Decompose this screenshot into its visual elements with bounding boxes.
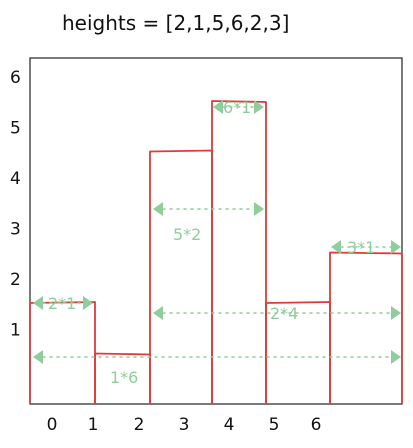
y-tick-label: 6 [10, 68, 21, 88]
x-tick-label: 0 [47, 415, 58, 435]
arrow-head-right-icon [254, 202, 264, 216]
annotation-label: 5*2 [173, 225, 201, 244]
annotation-label: 3*1 [347, 238, 375, 257]
arrow-head-left-icon [213, 100, 223, 114]
y-tick-label: 1 [10, 321, 21, 341]
annotation-label: 1*6 [110, 368, 138, 387]
area-annotations: 2*1 1*6 5*2 6*1 2*4 3*1 [33, 98, 401, 387]
arrow-head-left-icon [153, 306, 163, 320]
bars [29, 100, 403, 404]
x-tick-label: 2 [134, 415, 145, 435]
y-tick-label: 2 [10, 270, 21, 290]
arrow-head-right-icon [391, 350, 401, 364]
annotation-label: 2*1 [48, 294, 76, 313]
arrow-head-left-icon [33, 350, 43, 364]
annotation-label: 2*4 [270, 304, 298, 323]
y-tick-label: 4 [10, 169, 21, 189]
bar [211, 100, 267, 404]
arrow-head-left-icon [153, 202, 163, 216]
y-tick-label: 3 [10, 220, 21, 240]
y-axis-ticks: 1 2 3 4 5 6 [10, 68, 21, 341]
annotation-label: 6*1 [223, 98, 251, 117]
arrow-head-right-icon [391, 240, 401, 254]
arrow-head-left-icon [331, 240, 341, 254]
arrow-head-right-icon [254, 100, 264, 114]
x-tick-label: 4 [224, 415, 235, 435]
diagram-title: heights = [2,1,5,6,2,3] [62, 11, 289, 35]
arrow-head-left-icon [33, 296, 43, 310]
arrow-head-right-icon [391, 306, 401, 320]
arrow-head-right-icon [83, 296, 93, 310]
x-tick-label: 1 [88, 415, 99, 435]
x-tick-label: 5 [269, 415, 280, 435]
bar [329, 251, 403, 404]
y-tick-label: 5 [10, 119, 21, 139]
bar [149, 149, 213, 404]
plot-frame [29, 57, 403, 405]
x-tick-label: 3 [179, 415, 190, 435]
x-axis-ticks: 0 1 2 3 4 5 6 [47, 415, 322, 435]
x-tick-label: 6 [311, 415, 322, 435]
